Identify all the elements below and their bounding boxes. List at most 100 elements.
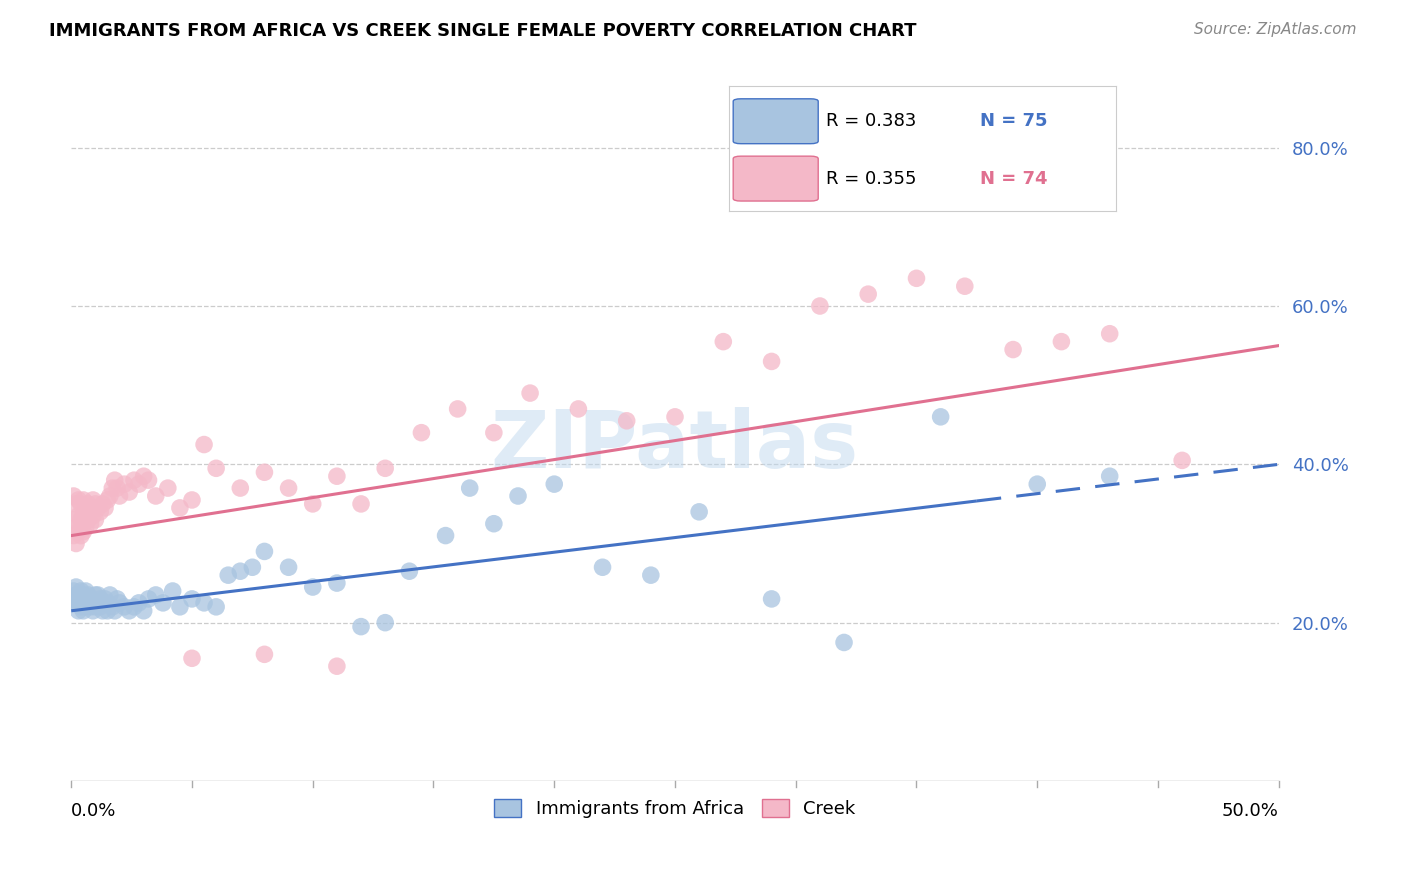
Point: [77, 513, 100, 527]
Point: [711, 334, 734, 349]
Point: [91, 604, 114, 618]
Text: IMMIGRANTS FROM AFRICA VS CREEK SINGLE FEMALE POVERTY CORRELATION CHART: IMMIGRANTS FROM AFRICA VS CREEK SINGLE F…: [49, 22, 917, 40]
Point: [301, 580, 323, 594]
Point: [70, 497, 93, 511]
Point: [108, 489, 131, 503]
Point: [101, 599, 124, 614]
Point: [104, 604, 127, 618]
Point: [105, 481, 128, 495]
Point: [87, 596, 110, 610]
Text: Source: ZipAtlas.com: Source: ZipAtlas.com: [1194, 22, 1357, 37]
Point: [65, 596, 87, 610]
Point: [84, 497, 107, 511]
Point: [72, 596, 94, 610]
Point: [1171, 453, 1194, 467]
Point: [89, 599, 111, 614]
Point: [72, 524, 94, 539]
Point: [664, 409, 686, 424]
Point: [482, 425, 505, 440]
Point: [205, 599, 228, 614]
Point: [89, 505, 111, 519]
Point: [181, 591, 204, 606]
Point: [70, 528, 93, 542]
Point: [94, 500, 117, 515]
Point: [128, 596, 150, 610]
Point: [62, 513, 84, 527]
Point: [62, 584, 84, 599]
Point: [75, 521, 97, 535]
Point: [67, 492, 90, 507]
Point: [101, 481, 124, 495]
Point: [67, 604, 90, 618]
Point: [953, 279, 976, 293]
Point: [193, 596, 215, 610]
Point: [374, 461, 396, 475]
Point: [105, 591, 128, 606]
Point: [104, 473, 127, 487]
Point: [905, 271, 928, 285]
Point: [91, 497, 114, 511]
Point: [929, 409, 952, 424]
Legend: Immigrants from Africa, Creek: Immigrants from Africa, Creek: [486, 791, 863, 825]
Point: [77, 497, 100, 511]
Point: [72, 588, 94, 602]
Point: [128, 477, 150, 491]
Point: [79, 500, 101, 515]
Point: [506, 489, 529, 503]
Point: [616, 414, 638, 428]
Point: [87, 500, 110, 515]
Point: [640, 568, 662, 582]
Point: [458, 481, 481, 495]
Point: [79, 516, 101, 531]
Point: [62, 489, 84, 503]
Point: [65, 588, 87, 602]
Point: [1098, 326, 1121, 341]
Point: [96, 596, 118, 610]
Point: [84, 599, 107, 614]
Point: [75, 591, 97, 606]
Point: [482, 516, 505, 531]
Point: [62, 528, 84, 542]
Point: [398, 564, 420, 578]
Point: [169, 500, 191, 515]
Point: [82, 492, 104, 507]
Point: [761, 591, 783, 606]
Point: [253, 544, 276, 558]
Point: [132, 604, 155, 618]
Point: [156, 481, 179, 495]
Point: [84, 588, 107, 602]
Text: 50.0%: 50.0%: [1222, 803, 1278, 821]
Point: [253, 648, 276, 662]
Point: [77, 588, 100, 602]
Point: [856, 287, 879, 301]
Point: [181, 492, 204, 507]
Point: [70, 513, 93, 527]
Point: [411, 425, 433, 440]
Point: [761, 354, 783, 368]
Point: [65, 580, 87, 594]
Point: [65, 536, 87, 550]
Point: [277, 560, 299, 574]
Point: [181, 651, 204, 665]
Point: [72, 508, 94, 523]
Point: [374, 615, 396, 630]
Point: [240, 560, 263, 574]
Point: [82, 596, 104, 610]
Point: [138, 473, 160, 487]
Point: [79, 591, 101, 606]
Point: [543, 477, 565, 491]
Point: [434, 528, 457, 542]
Point: [217, 568, 239, 582]
Point: [688, 505, 710, 519]
Point: [122, 473, 145, 487]
Point: [301, 497, 323, 511]
Point: [1098, 469, 1121, 483]
Point: [277, 481, 299, 495]
Point: [118, 485, 141, 500]
Point: [67, 588, 90, 602]
Point: [326, 576, 349, 591]
Point: [808, 299, 831, 313]
Text: 0.0%: 0.0%: [72, 803, 117, 821]
Point: [72, 492, 94, 507]
Point: [98, 588, 121, 602]
